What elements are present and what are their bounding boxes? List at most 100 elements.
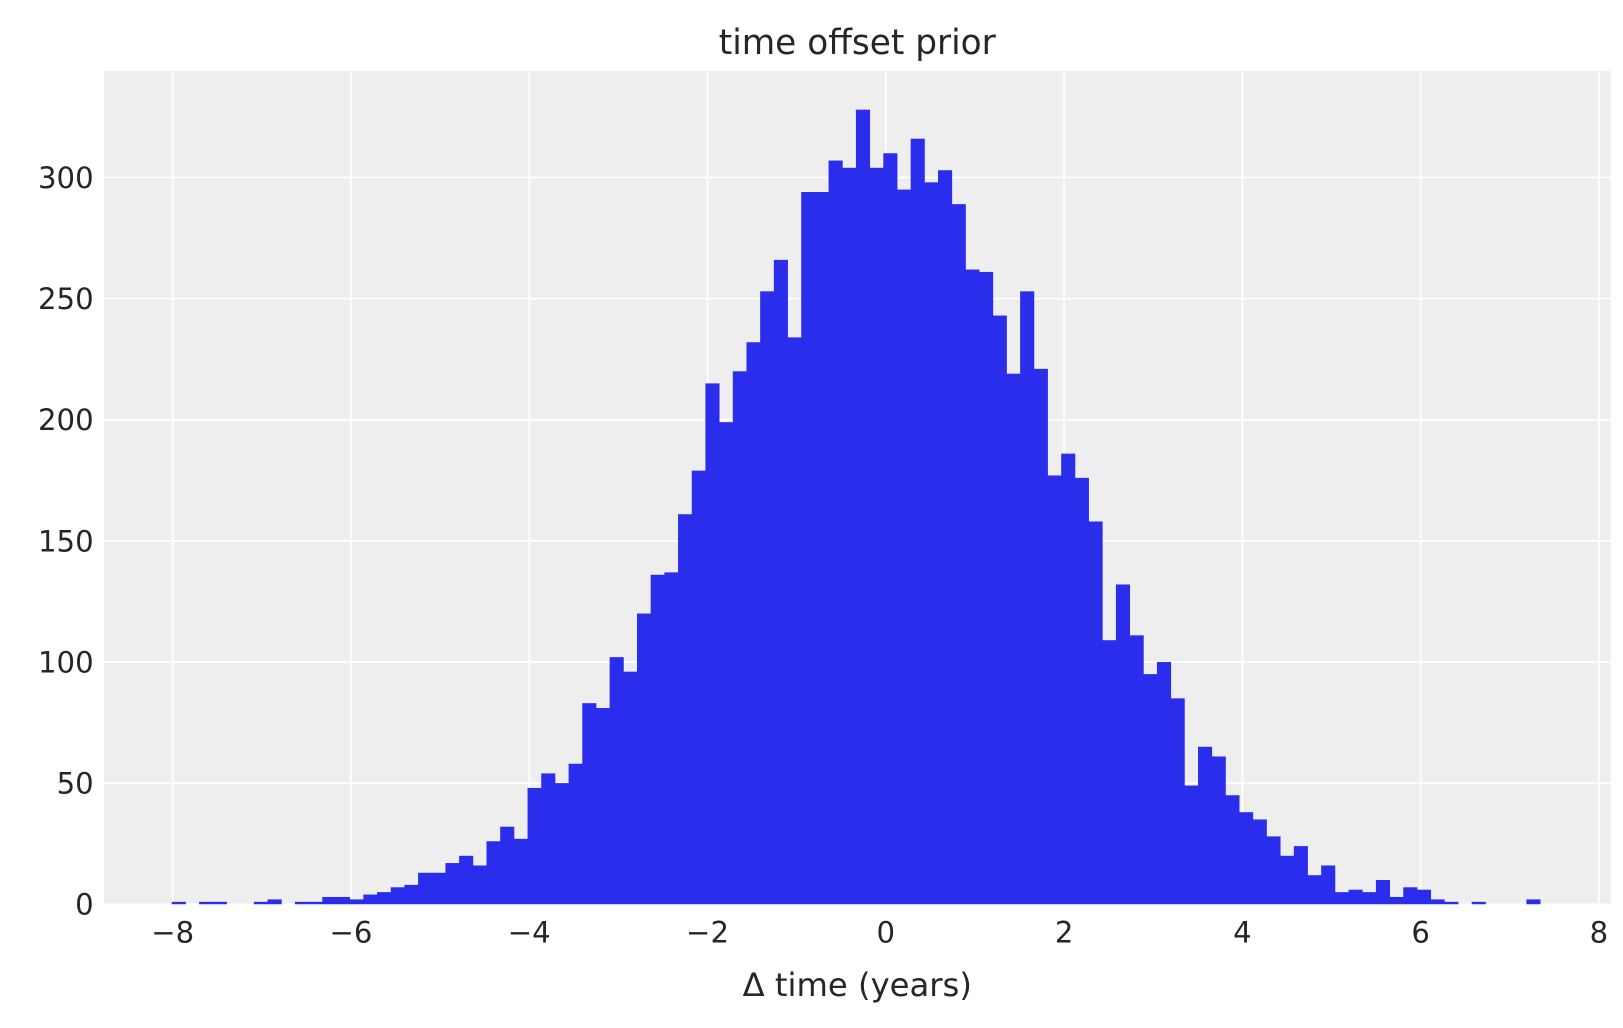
histogram-bar [1444,901,1459,905]
x-tick-label: 0 [877,916,896,950]
histogram-bar [322,896,337,905]
histogram-bar [1006,373,1021,905]
histogram-bar [459,855,474,905]
histogram-bar [349,899,364,905]
histogram-bar [609,657,624,905]
x-tick-label: −4 [508,916,551,950]
histogram-bar [938,170,953,905]
histogram-bar [1156,661,1172,905]
histogram-bar [842,167,857,905]
histogram-bar [1403,887,1418,905]
histogram-bar [308,901,323,905]
histogram-bar [253,901,268,905]
histogram-bar [1033,368,1048,905]
histogram-bar [363,894,378,905]
histogram-bar [855,109,871,905]
histogram-bar [431,872,446,905]
histogram-bar [1321,865,1336,905]
histogram-bar [1471,901,1486,905]
histogram-bar [1061,453,1076,905]
histogram-bar [1129,635,1144,905]
y-tick-label: 250 [38,282,94,316]
histogram-bar [335,896,351,905]
histogram-bar [828,160,843,905]
y-tick-label: 100 [38,645,94,679]
histogram-bar [486,841,501,905]
histogram-bar [1143,674,1158,905]
histogram-bar [760,291,775,905]
histogram-bar [513,838,528,905]
histogram-bar [1211,756,1226,905]
histogram-bar [1170,698,1185,905]
histogram-bar [212,901,227,905]
histogram-bar [1375,880,1390,905]
histogram-bar [623,671,638,905]
y-tick-label: 50 [57,767,94,801]
histogram-bar [1526,899,1541,905]
histogram-bar [500,826,515,905]
y-tick-label: 150 [38,524,94,558]
x-tick-label: 4 [1233,916,1252,950]
histogram-bar [869,167,884,905]
histogram-bar [554,783,570,905]
histogram-bar [1102,640,1117,905]
histogram-bar [773,259,788,905]
histogram-bar [691,470,706,905]
histogram-bar [377,892,392,905]
x-tick-label: −6 [329,916,372,950]
histogram-bar [445,863,460,905]
histogram-bar [746,342,761,905]
histogram-bar [1307,875,1322,905]
histogram-bar [650,574,665,905]
histogram-bar [1348,889,1363,905]
histogram-bar [1198,746,1213,905]
x-axis-ticks: −8 −6 −4 −2 0 2 4 6 8 [151,916,1608,950]
histogram-bar [1266,836,1281,905]
histogram-bar [1088,521,1103,905]
histogram-bar [1047,475,1062,905]
histogram-bar [678,514,693,905]
histogram-bar [1389,896,1404,905]
histogram-bar [294,901,310,905]
histogram-bar [1362,892,1377,905]
histogram-bar [801,192,816,905]
histogram-bar [1416,889,1432,905]
histogram-bar [171,901,186,905]
histogram-bar [732,371,747,905]
histogram-bar [1280,855,1295,905]
histogram-bar [896,189,912,905]
y-axis-ticks: 0 50 100 150 200 250 300 [38,161,94,922]
histogram-bar [199,901,214,905]
histogram-bar [404,884,419,905]
histogram-bar [595,708,611,905]
histogram-bar [705,383,720,905]
histogram-bar [390,887,405,905]
x-tick-label: 8 [1590,916,1609,950]
histogram-bar [541,773,556,905]
histogram-bar [527,787,542,905]
histogram-bar [418,872,433,905]
histogram-bars [171,109,1541,905]
histogram-bar [637,613,652,905]
histogram-bar [979,271,994,905]
x-tick-label: 6 [1411,916,1430,950]
histogram-bar [910,138,925,905]
histogram-bar [883,153,898,905]
histogram-bar [664,572,679,905]
histogram-bar [719,422,734,905]
histogram-bar [472,865,487,905]
x-tick-label: −8 [151,916,194,950]
histogram-bar [1115,584,1131,905]
x-tick-label: −2 [686,916,729,950]
histogram-bar [1225,795,1240,905]
histogram-bar [582,703,597,905]
histogram-bar [1334,892,1349,905]
histogram-bar [1430,899,1445,905]
y-tick-label: 200 [38,403,94,437]
y-tick-label: 300 [38,161,94,195]
histogram-bar [992,315,1007,905]
histogram-bar [1239,812,1254,905]
histogram-bar [1252,819,1267,905]
histogram-bar [1074,477,1089,905]
